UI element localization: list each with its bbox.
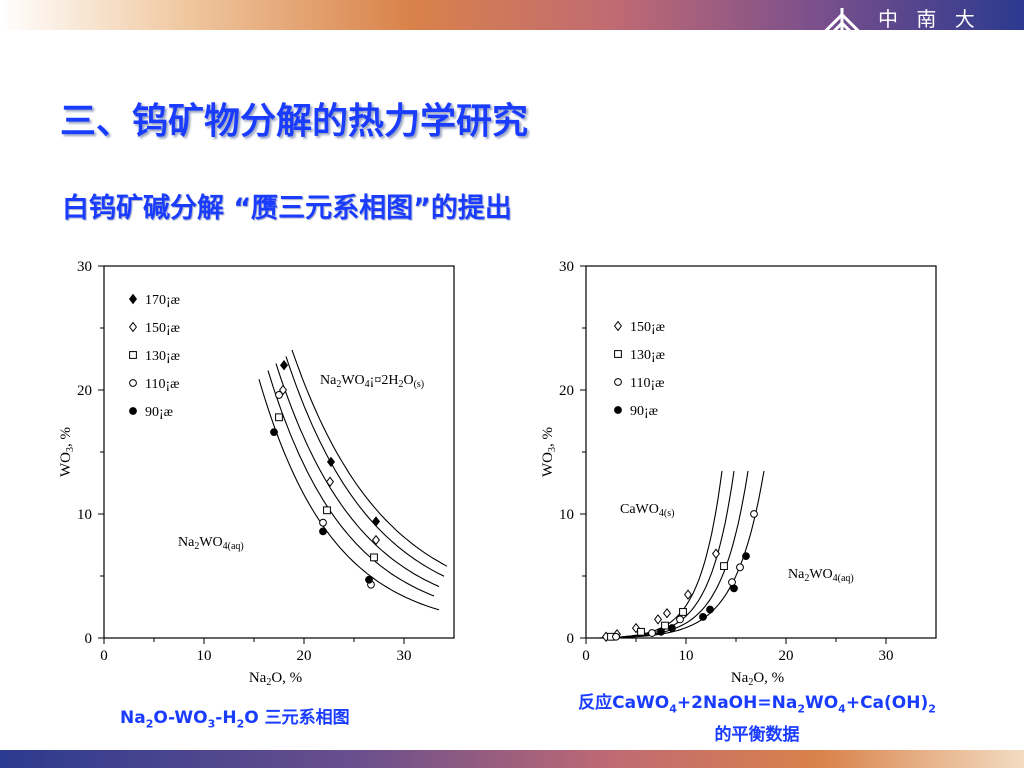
isotherm-curve	[267, 370, 435, 597]
phase-diagram-chart: 00 10 10 20 20 30 30 Na2O, % WO3, % 170¡æ 150¡æ 130…	[58, 259, 455, 688]
data-point	[699, 613, 707, 621]
y-axis-label: WO3, %	[58, 427, 76, 477]
data-point	[679, 608, 687, 616]
data-point	[661, 621, 669, 630]
legend-marker	[614, 378, 622, 386]
y-tick-label: 0	[567, 631, 575, 647]
legend-marker	[613, 320, 623, 332]
data-point	[279, 359, 289, 371]
y-tick-label: 20	[77, 383, 92, 399]
slide-subtitle: 白钨矿碱分解 “赝三元系相图”的提出	[62, 193, 512, 224]
data-point	[275, 391, 283, 399]
legend-label: 170¡æ	[145, 293, 180, 308]
left-chart-caption: Na2O-WO3-H2O 三元系相图	[120, 708, 350, 731]
data-point	[742, 552, 750, 561]
data-point	[323, 506, 331, 515]
university-name-line1: 中 南 大 学	[878, 7, 981, 57]
isotherm-curve	[291, 349, 448, 567]
data-point	[371, 534, 381, 546]
data-point	[370, 553, 378, 562]
bottom-gradient-bar	[0, 750, 1024, 768]
legend-marker	[128, 321, 138, 333]
data-point	[706, 605, 714, 614]
x-tick-label: 20	[779, 648, 794, 664]
isotherm-curve	[601, 470, 749, 639]
legend-marker	[129, 351, 137, 359]
x-axis-label: Na2O, %	[249, 670, 302, 688]
data-point	[730, 584, 738, 593]
data-point	[720, 562, 728, 570]
solid-phase-label: Na2WO4¡¤2H2O(s)	[320, 373, 424, 390]
y-tick-label: 30	[559, 259, 574, 275]
data-point	[653, 614, 663, 625]
data-point	[750, 510, 758, 518]
data-point	[711, 548, 721, 559]
aqueous-phase-label: Na2WO4(aq)	[788, 567, 854, 584]
x-tick-label: 10	[197, 648, 212, 664]
legend-label: 110¡æ	[630, 376, 664, 391]
aqueous-phase-label: Na2WO4(aq)	[178, 535, 244, 552]
data-point	[637, 627, 645, 636]
data-point	[683, 589, 693, 600]
data-point	[648, 629, 656, 637]
legend-label: 130¡æ	[145, 349, 180, 364]
data-point	[668, 624, 676, 632]
data-point	[275, 413, 283, 422]
data-point	[662, 607, 672, 619]
solid-phase-label: CaWO4(s)	[620, 502, 674, 519]
university-logo-icon	[817, 8, 867, 58]
y-tick-label: 10	[559, 507, 574, 523]
legend-marker	[614, 350, 622, 358]
y-axis-label: WO3, %	[540, 427, 558, 477]
data-point	[676, 615, 684, 624]
legend-label: 150¡æ	[145, 321, 180, 336]
x-axis-label: Na2O, %	[731, 670, 784, 688]
data-point	[325, 476, 335, 487]
legend-marker	[129, 379, 137, 387]
y-tick-label: 0	[85, 631, 93, 647]
x-tick-label: 30	[879, 648, 894, 664]
isotherm-curve	[275, 363, 440, 588]
data-point	[319, 518, 327, 527]
data-point	[657, 627, 665, 636]
data-point	[371, 516, 381, 527]
isotherm-curve	[258, 379, 440, 611]
right-chart-caption: 反应CaWO4+2NaOH=Na2WO4+Ca(OH)2 的平衡数据	[578, 693, 936, 746]
x-tick-label: 30	[397, 648, 412, 664]
data-point	[736, 563, 744, 572]
university-name-line2: 冶 金 学 院	[878, 59, 981, 109]
data-point	[319, 527, 327, 536]
data-point	[365, 575, 373, 584]
legend-marker	[128, 293, 138, 305]
legend-marker	[614, 406, 622, 414]
legend-label: 150¡æ	[630, 320, 665, 335]
data-point	[326, 456, 336, 468]
data-point	[612, 632, 620, 641]
data-point	[270, 428, 278, 437]
university-name: 中 南 大 学 冶 金 学 院	[878, 6, 1018, 110]
legend-label: 90¡æ	[630, 404, 658, 419]
y-tick-label: 30	[77, 259, 92, 275]
x-tick-label: 10	[679, 648, 694, 664]
y-tick-label: 20	[559, 383, 574, 399]
isotherm-curve	[285, 356, 445, 577]
legend-label: 130¡æ	[630, 348, 665, 363]
equilibrium-data-chart: 00 10 10 20 20 30 30 Na2O, % WO3, % 150¡æ 130¡æ 110…	[540, 259, 937, 688]
isotherm-curve	[597, 470, 723, 639]
x-tick-label: 0	[100, 648, 108, 664]
y-tick-label: 10	[77, 507, 92, 523]
legend-label: 90¡æ	[145, 405, 173, 420]
legend-label: 110¡æ	[145, 377, 179, 392]
x-tick-label: 20	[297, 648, 312, 664]
slide-title: 三、钨矿物分解的热力学研究	[60, 101, 529, 142]
legend-marker	[129, 407, 137, 415]
x-tick-label: 0	[582, 648, 590, 664]
isotherm-curve	[603, 470, 765, 639]
